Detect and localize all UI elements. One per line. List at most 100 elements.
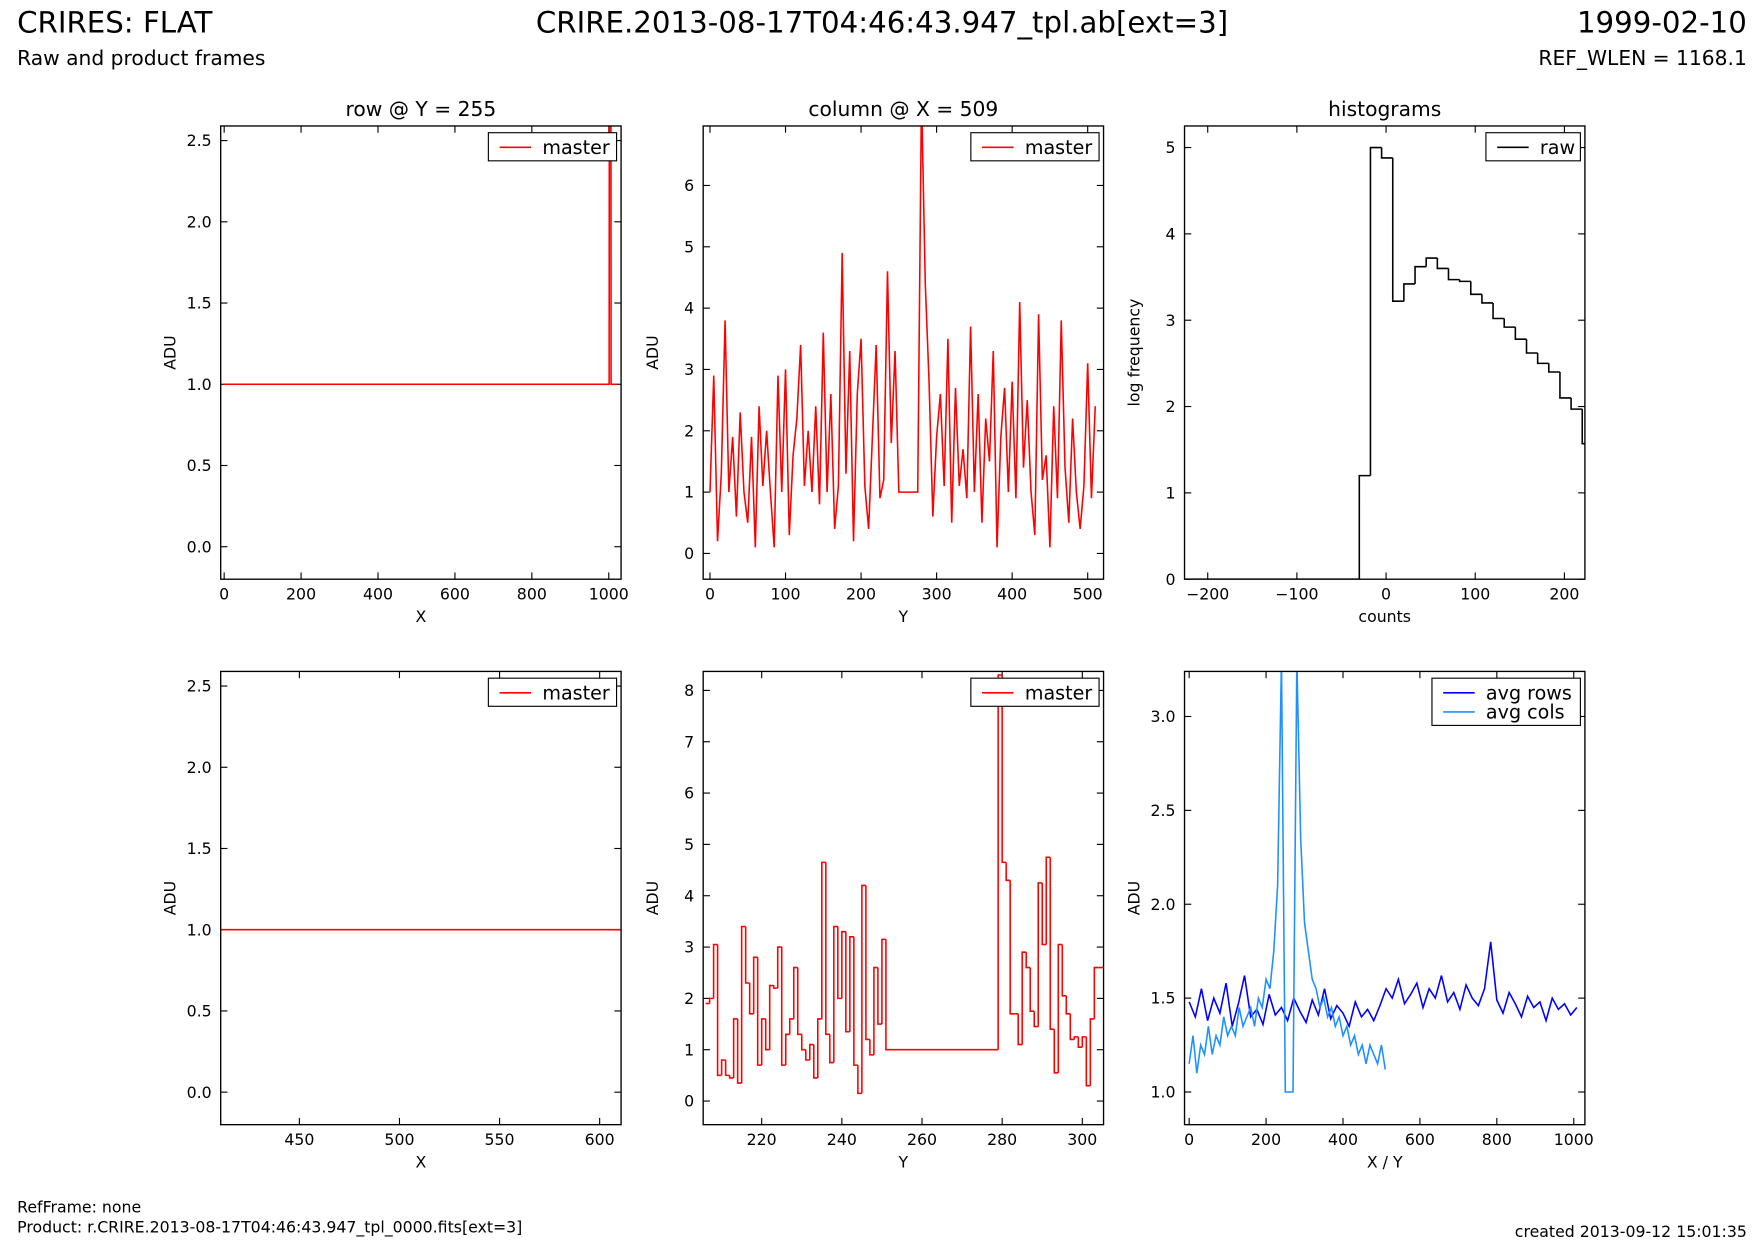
histogram-bin [1581,409,1585,445]
y-tick-label: 0.5 [187,456,212,475]
legend-label: master [1025,136,1093,159]
step-segment [885,939,999,1051]
histogram-bin [1548,363,1560,373]
step-segment [732,1018,738,1078]
step-segment [792,966,798,1019]
step-segment [873,966,878,1055]
step-segment [712,943,718,999]
y-axis-label: ADU [161,335,180,369]
x-tick-label: 200 [1549,584,1579,603]
step-segment [857,1065,862,1095]
step-segment [1089,1018,1095,1086]
y-tick-label: 2 [684,421,694,440]
step-segment [800,1034,806,1051]
step-segment [1025,952,1031,969]
ref-wlen: REF_WLEN = 1168.1 [1538,46,1746,70]
histogram-bin [1492,302,1505,320]
x-tick-label: 500 [384,1130,414,1149]
step-segment [845,931,850,1033]
x-tick-label: 0 [1381,584,1391,603]
histogram-bin [1358,474,1371,580]
histogram-bin [1570,397,1583,410]
step-segment [829,1034,834,1064]
panel: row @ Y = 255 X ADU 0 200 400 600 800 1000 0.0 0.5… [161,97,629,626]
y-tick-label: 1.0 [187,375,212,394]
y-tick-label: 0.0 [187,1083,212,1102]
x-tick-label: 500 [1073,584,1103,603]
step-segment [708,997,714,1004]
x-tick-label: 600 [440,584,470,603]
histogram-bin [1380,147,1393,159]
histogram-bin [1447,268,1460,281]
histogram-bin [1503,318,1516,328]
step-segment [736,1018,742,1084]
y-tick-label: 5 [1166,138,1176,157]
y-tick-label: 4 [684,299,694,318]
x-tick-label: 200 [846,584,876,603]
y-tick-label: 0 [684,544,694,563]
axes-frame [1183,125,1586,580]
legend-box [1431,677,1581,726]
x-tick-label: 200 [286,584,316,603]
x-tick-label: 0 [219,584,229,603]
step-segment [1049,857,1055,1030]
x-axis-label: X [415,607,426,626]
step-segment [804,1049,810,1061]
legend: raw [1485,132,1581,162]
x-tick-label: −200 [1186,584,1229,603]
step-segment [756,957,762,1066]
x-tick-label: 600 [1405,1130,1435,1149]
y-tick-label: 7 [684,732,694,751]
x-tick-label: 100 [1460,584,1490,603]
step-segment [788,1018,794,1035]
x-tick-label: 280 [987,1130,1017,1149]
step-segment [752,956,758,1014]
y-tick-label: 1 [684,483,694,502]
histogram-bin [1369,146,1382,476]
y-tick-label: 3.0 [1151,707,1176,726]
histogram-bin [1469,281,1482,296]
axes-frame [1183,670,1586,1126]
step-segment [853,936,858,1066]
step-segment [1073,1036,1079,1040]
panel-title: histograms [1328,97,1441,121]
y-axis-label: ADU [161,881,180,915]
panel-title: row @ Y = 255 [346,97,497,121]
step-segment [841,930,846,999]
y-tick-label: 4 [1166,224,1176,243]
y-tick-label: 5 [684,237,694,256]
histogram-bin [1425,257,1438,267]
x-tick-label: 400 [997,584,1027,603]
step-segment [1017,1013,1023,1046]
x-tick-label: 600 [585,1130,615,1149]
legend-label: avg rows [1486,682,1572,705]
step-segment [1061,944,1067,997]
step-segment [716,944,722,1077]
plot-area [705,674,1104,1095]
legend: master [487,677,618,707]
axes-frame [220,670,622,1126]
y-axis-label: ADU [643,881,662,915]
panel: Y ADU 220 240 260 280 300 0 1 2 3 4 5 6 7 8 master [643,670,1105,1171]
step-segment [1005,862,1011,882]
x-axis-label: X / Y [1367,1152,1403,1171]
y-axis-label: ADU [1125,881,1144,915]
ref-frame: RefFrame: none [17,1197,141,1216]
step-segment [813,1044,818,1079]
step-segment [1081,1036,1087,1048]
step-segment [849,936,854,1032]
step-segment [720,1059,726,1076]
y-tick-label: 0 [1166,570,1176,589]
plot-area [1188,671,1578,1093]
x-tick-label: 0 [1184,1130,1194,1149]
step-segment [1037,882,1043,1027]
y-tick-label: 6 [684,176,694,195]
y-tick-label: 3 [684,938,694,957]
x-tick-label: 400 [363,584,393,603]
step-segment [1053,1029,1059,1074]
step-segment [744,926,750,984]
step-segment [1021,951,1027,1045]
panel: X / Y ADU 0 200 400 600 800 1000 1.0 1.5 2.0 2.5 3.0… [1125,670,1594,1171]
